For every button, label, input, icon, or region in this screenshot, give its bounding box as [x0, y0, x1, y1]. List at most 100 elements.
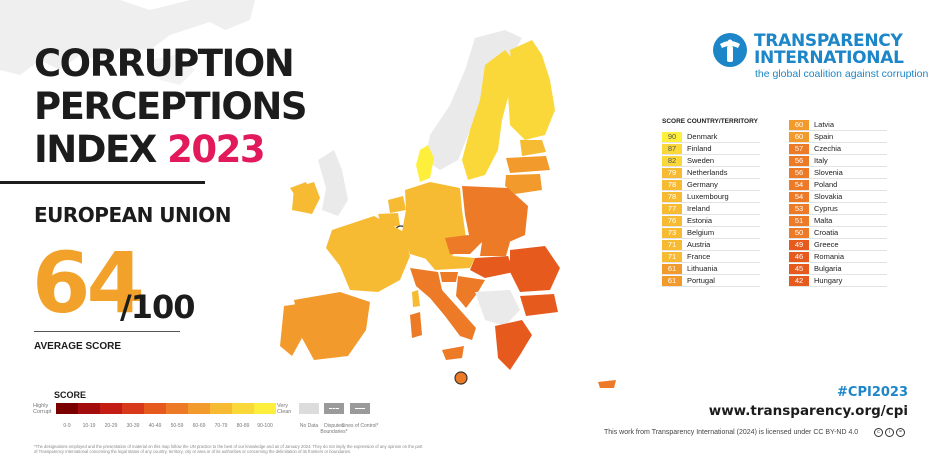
table-row: 61 Portugal [662, 275, 760, 287]
website-link[interactable]: www.transparency.org/cpi [708, 403, 908, 419]
legend-swatch [56, 403, 78, 414]
table-row: 79 Netherlands [662, 167, 760, 179]
legend-title: SCORE [54, 390, 87, 400]
map-greece [495, 320, 532, 370]
table-row: 53 Cyprus [789, 203, 887, 215]
country-name: Cyprus [814, 204, 838, 213]
legend-lines-label: Lines of Control* [341, 423, 379, 429]
table-row: 76 Estonia [662, 215, 760, 227]
map-sicily [442, 346, 464, 360]
map-portugal [280, 304, 302, 356]
legend-color-scale [56, 403, 276, 414]
legend-lines-swatch [350, 403, 370, 414]
country-name: Lithuania [687, 264, 718, 273]
cc-icon: c [874, 428, 883, 437]
table-row: 77 Ireland [662, 203, 760, 215]
map-sardinia [410, 312, 422, 338]
country-name: Germany [687, 180, 718, 189]
table-row: 50 Croatia [789, 227, 887, 239]
country-score: 61 [662, 275, 682, 286]
country-score: 51 [789, 215, 809, 226]
country-score: 53 [789, 203, 809, 214]
country-name: Hungary [814, 276, 843, 285]
title-line-3: INDEX 2023 [34, 128, 274, 171]
map-malta-marker [454, 371, 468, 385]
country-name: Poland [814, 180, 838, 189]
map-finland [508, 40, 555, 140]
country-name: Italy [814, 156, 828, 165]
legend-swatch [188, 403, 210, 414]
country-score: 45 [789, 263, 809, 274]
table-row: 71 Austria [662, 239, 760, 251]
world-background-map [0, 0, 255, 85]
legend-range-label: 40-49 [148, 423, 162, 429]
country-name: Estonia [687, 216, 713, 225]
country-name: Denmark [687, 132, 718, 141]
country-name: France [687, 252, 711, 261]
country-score: 54 [789, 191, 809, 202]
table-row: 73 Belgium [662, 227, 760, 239]
table-row: 57 Czechia [789, 143, 887, 155]
by-icon: i [885, 428, 894, 437]
table-row: 54 Slovakia [789, 191, 887, 203]
legend-range-label: 30-39 [126, 423, 140, 429]
country-score: 78 [662, 191, 682, 202]
map-bulgaria [520, 294, 558, 316]
country-score: 49 [789, 239, 809, 250]
country-score: 61 [662, 263, 682, 274]
map-latvia [506, 156, 550, 173]
map-cyprus [598, 380, 616, 388]
legend-swatch [166, 403, 188, 414]
map-slovenia [440, 272, 458, 282]
map-disclaimer: *The designations employed and the prese… [34, 444, 423, 454]
country-score: 90 [662, 131, 682, 142]
legend-range-label: 80-89 [236, 423, 250, 429]
legend-swatch [210, 403, 232, 414]
legend-no-data-label: No Data [299, 423, 319, 429]
map-hungary [470, 256, 514, 278]
legend-disputed-label: Disputed Boundaries* [320, 423, 348, 435]
map-lithuania [505, 174, 542, 194]
country-name: Spain [814, 132, 834, 141]
title-divider [0, 181, 205, 184]
country-score: 57 [789, 143, 809, 154]
legend-range-label: 50-59 [170, 423, 184, 429]
table-row: 90 Denmark [662, 131, 760, 143]
map-slovakia [480, 242, 510, 256]
country-score: 60 [789, 119, 809, 130]
eu-map [280, 30, 616, 388]
country-name: Netherlands [687, 168, 728, 177]
title-index: INDEX [34, 128, 157, 171]
legend-range-label: 0-9 [63, 423, 71, 429]
legend-range-label: 10-19 [82, 423, 96, 429]
legend-no-data-swatch [299, 403, 319, 414]
country-score: 46 [789, 251, 809, 262]
table-row: 45 Bulgaria [789, 263, 887, 275]
legend-range-labels: 0-9 10-19 20-29 30-39 40-49 50-59 60-69 70-79 80… [56, 423, 276, 429]
table-row: 60 Latvia [789, 119, 887, 131]
legend-swatch [232, 403, 254, 414]
table-country-header: COUNTRY/TERRITORY [687, 118, 758, 125]
table-row: 71 France [662, 251, 760, 263]
country-name: Luxembourg [687, 192, 729, 201]
table-row: 51 Malta [789, 215, 887, 227]
nd-icon: = [896, 428, 905, 437]
country-name: Slovakia [814, 192, 843, 201]
score-table-right: 60 Latvia 60 Spain 57 Czechia 56 Italy 56 Sloveni… [789, 119, 887, 287]
map-denmark [416, 145, 434, 182]
brand-tagline: the global coalition against corruption [755, 68, 929, 80]
transparency-international-logo [713, 33, 747, 67]
license-icons: c i = [874, 428, 905, 437]
legend-disputed-swatch [324, 403, 344, 414]
country-score: 71 [662, 251, 682, 262]
table-row: 42 Hungary [789, 275, 887, 287]
title-line-1: CORRUPTION [34, 42, 295, 85]
legend-swatch [122, 403, 144, 414]
map-corsica [412, 290, 420, 307]
campaign-hashtag: #CPI2023 [837, 385, 908, 400]
table-row: 54 Poland [789, 179, 887, 191]
country-name: Romania [814, 252, 845, 261]
table-row: 87 Finland [662, 143, 760, 155]
country-score: 42 [789, 275, 809, 286]
average-score-label: AVERAGE SCORE [34, 341, 122, 352]
